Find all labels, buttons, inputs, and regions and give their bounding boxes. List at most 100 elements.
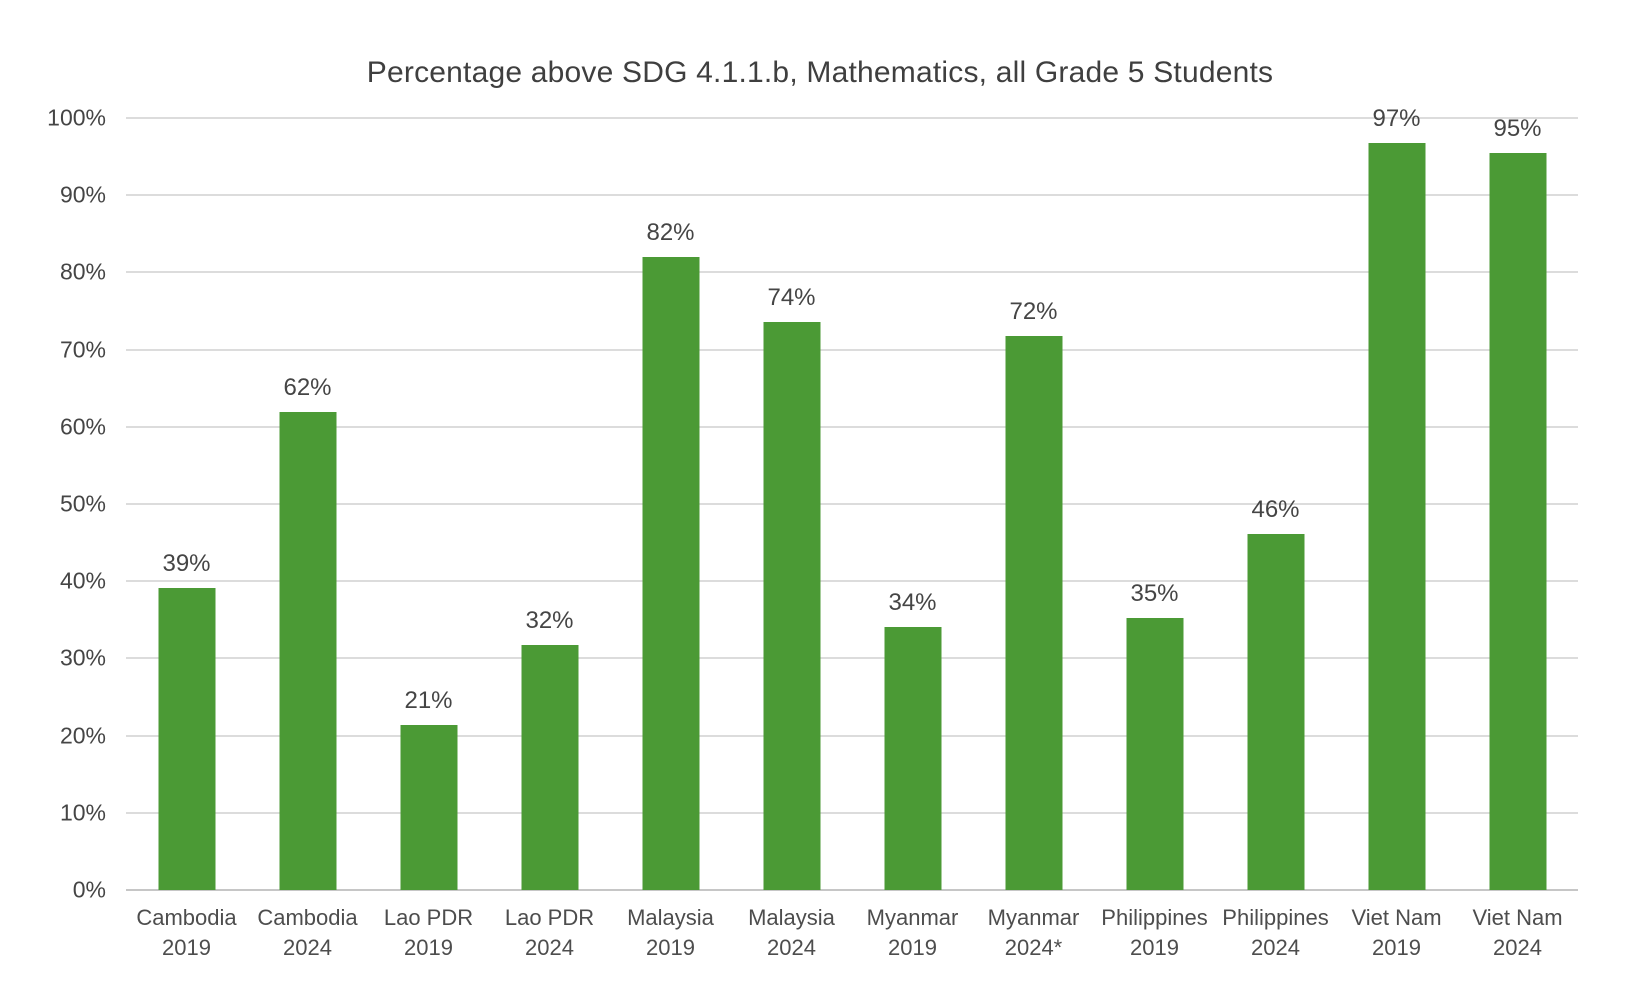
bar-value-label-cambodia-2019: 39%	[162, 550, 211, 578]
gridline-100	[126, 117, 1578, 119]
y-axis: 0% 10% 20% 30% 40% 50% 60% 70% 80% 90% 100%	[0, 105, 106, 903]
x-tick-year: 2024*	[1004, 935, 1063, 960]
x-tick-label-philippines-2019: Philippines 2019	[1094, 903, 1215, 963]
y-tick-label-10: 10%	[59, 799, 106, 826]
y-tick-label-70: 70%	[59, 336, 106, 363]
x-tick-country: Cambodia	[136, 905, 237, 930]
bar-value-label-myanmar-2019: 34%	[888, 588, 937, 616]
bar-band-lao-pdr-2024: 32%	[489, 118, 610, 890]
x-tick-country: Philippines	[1101, 905, 1208, 930]
bar-cambodia-2024	[279, 412, 336, 890]
bar-band-cambodia-2024: 62%	[247, 118, 368, 890]
y-tick-label-100: 100%	[47, 104, 106, 131]
gridline-60	[126, 425, 1578, 428]
bar-value-label-malaysia-2024: 74%	[767, 283, 816, 311]
gridlines-layer	[126, 117, 1578, 891]
y-tick-label-90: 90%	[59, 181, 106, 208]
bar-band-myanmar-2019: 34%	[852, 118, 973, 890]
gridline-70	[126, 348, 1578, 351]
y-tick-label-80: 80%	[59, 258, 106, 285]
bar-value-label-viet-nam-2019: 97%	[1372, 104, 1421, 132]
x-tick-year: 2024	[1251, 935, 1300, 960]
gridline-80	[126, 271, 1578, 274]
bar-myanmar-2019	[884, 626, 941, 890]
x-tick-year: 2024	[1493, 935, 1542, 960]
bar-myanmar-2024	[1005, 335, 1062, 890]
bar-band-myanmar-2024: 72%	[973, 118, 1094, 890]
y-tick-label-40: 40%	[59, 567, 106, 594]
y-tick-label-30: 30%	[59, 644, 106, 671]
bar-value-label-philippines-2024: 46%	[1251, 496, 1300, 524]
x-tick-year: 2019	[888, 935, 937, 960]
bar-value-label-lao-pdr-2024: 32%	[525, 607, 574, 635]
x-tick-label-cambodia-2024: Cambodia 2024	[247, 903, 368, 963]
bar-value-label-philippines-2019: 35%	[1130, 580, 1179, 608]
x-tick-country: Malaysia	[748, 905, 835, 930]
x-tick-label-philippines-2024: Philippines 2024	[1215, 903, 1336, 963]
x-tick-year: 2019	[1130, 935, 1179, 960]
bar-band-lao-pdr-2019: 21%	[368, 118, 489, 890]
bar-philippines-2024	[1247, 534, 1304, 890]
bar-value-label-myanmar-2024: 72%	[1009, 297, 1058, 325]
bar-band-malaysia-2024: 74%	[731, 118, 852, 890]
y-tick-label-20: 20%	[59, 722, 106, 749]
bar-band-malaysia-2019: 82%	[610, 118, 731, 890]
bar-value-label-lao-pdr-2019: 21%	[404, 686, 453, 714]
bar-philippines-2019	[1126, 618, 1183, 890]
x-tick-country: Lao PDR	[504, 905, 595, 930]
bar-band-viet-nam-2019: 97%	[1336, 105, 1457, 890]
y-tick-label-0: 0%	[72, 876, 106, 903]
x-tick-country: Myanmar	[987, 905, 1080, 930]
bar-malaysia-2024	[763, 321, 820, 890]
bar-viet-nam-2019	[1368, 142, 1425, 890]
x-tick-label-lao-pdr-2019: Lao PDR 2019	[368, 903, 489, 963]
x-tick-year: 2019	[404, 935, 453, 960]
x-tick-label-viet-nam-2024: Viet Nam 2024	[1457, 903, 1578, 963]
chart-title: Percentage above SDG 4.1.1.b, Mathematic…	[366, 56, 1274, 89]
x-tick-country: Viet Nam	[1472, 905, 1563, 930]
bar-band-philippines-2019: 35%	[1094, 118, 1215, 890]
x-tick-label-lao-pdr-2024: Lao PDR 2024	[489, 903, 610, 963]
bar-band-philippines-2024: 46%	[1215, 118, 1336, 890]
x-axis-baseline	[126, 889, 1578, 891]
x-tick-country: Philippines	[1222, 905, 1329, 930]
bar-cambodia-2019	[158, 588, 215, 890]
x-tick-label-myanmar-2024: Myanmar 2024*	[973, 903, 1094, 963]
plot-area: 39% 62% 21% 32% 82% 74% 34% 72% 35% 46% 97% 95%	[126, 105, 1578, 891]
x-axis: Cambodia 2019 Cambodia 2024 Lao PDR 2019 Lao P…	[126, 903, 1578, 973]
x-tick-country: Viet Nam	[1351, 905, 1442, 930]
x-tick-year: 2019	[646, 935, 695, 960]
bar-lao-pdr-2024	[521, 645, 578, 890]
x-tick-label-malaysia-2019: Malaysia 2019	[610, 903, 731, 963]
bar-value-label-malaysia-2019: 82%	[646, 218, 695, 246]
x-tick-year: 2024	[525, 935, 574, 960]
x-tick-label-myanmar-2019: Myanmar 2019	[852, 903, 973, 963]
gridline-90	[126, 194, 1578, 197]
y-tick-label-60: 60%	[59, 413, 106, 440]
x-tick-country: Malaysia	[627, 905, 714, 930]
bar-band-cambodia-2019: 39%	[126, 118, 247, 890]
bar-lao-pdr-2019	[400, 724, 457, 890]
x-tick-country: Myanmar	[866, 905, 959, 930]
gridline-40	[126, 580, 1578, 583]
x-tick-label-malaysia-2024: Malaysia 2024	[731, 903, 852, 963]
x-tick-year: 2024	[283, 935, 332, 960]
x-tick-year: 2019	[1372, 935, 1421, 960]
bar-value-label-cambodia-2024: 62%	[283, 374, 332, 402]
bar-band-viet-nam-2024: 95%	[1457, 114, 1578, 890]
gridline-50	[126, 503, 1578, 505]
gridline-20	[126, 734, 1578, 737]
bar-viet-nam-2024	[1489, 152, 1546, 890]
x-tick-label-cambodia-2019: Cambodia 2019	[126, 903, 247, 963]
gridline-10	[126, 811, 1578, 814]
x-tick-year: 2019	[162, 935, 211, 960]
y-tick-label-50: 50%	[59, 490, 106, 517]
bar-malaysia-2019	[642, 256, 699, 890]
x-tick-label-viet-nam-2019: Viet Nam 2019	[1336, 903, 1457, 963]
x-tick-country: Lao PDR	[383, 905, 474, 930]
x-tick-year: 2024	[767, 935, 816, 960]
bar-value-label-viet-nam-2024: 95%	[1493, 114, 1542, 142]
gridline-30	[126, 657, 1578, 660]
x-tick-country: Cambodia	[257, 905, 358, 930]
